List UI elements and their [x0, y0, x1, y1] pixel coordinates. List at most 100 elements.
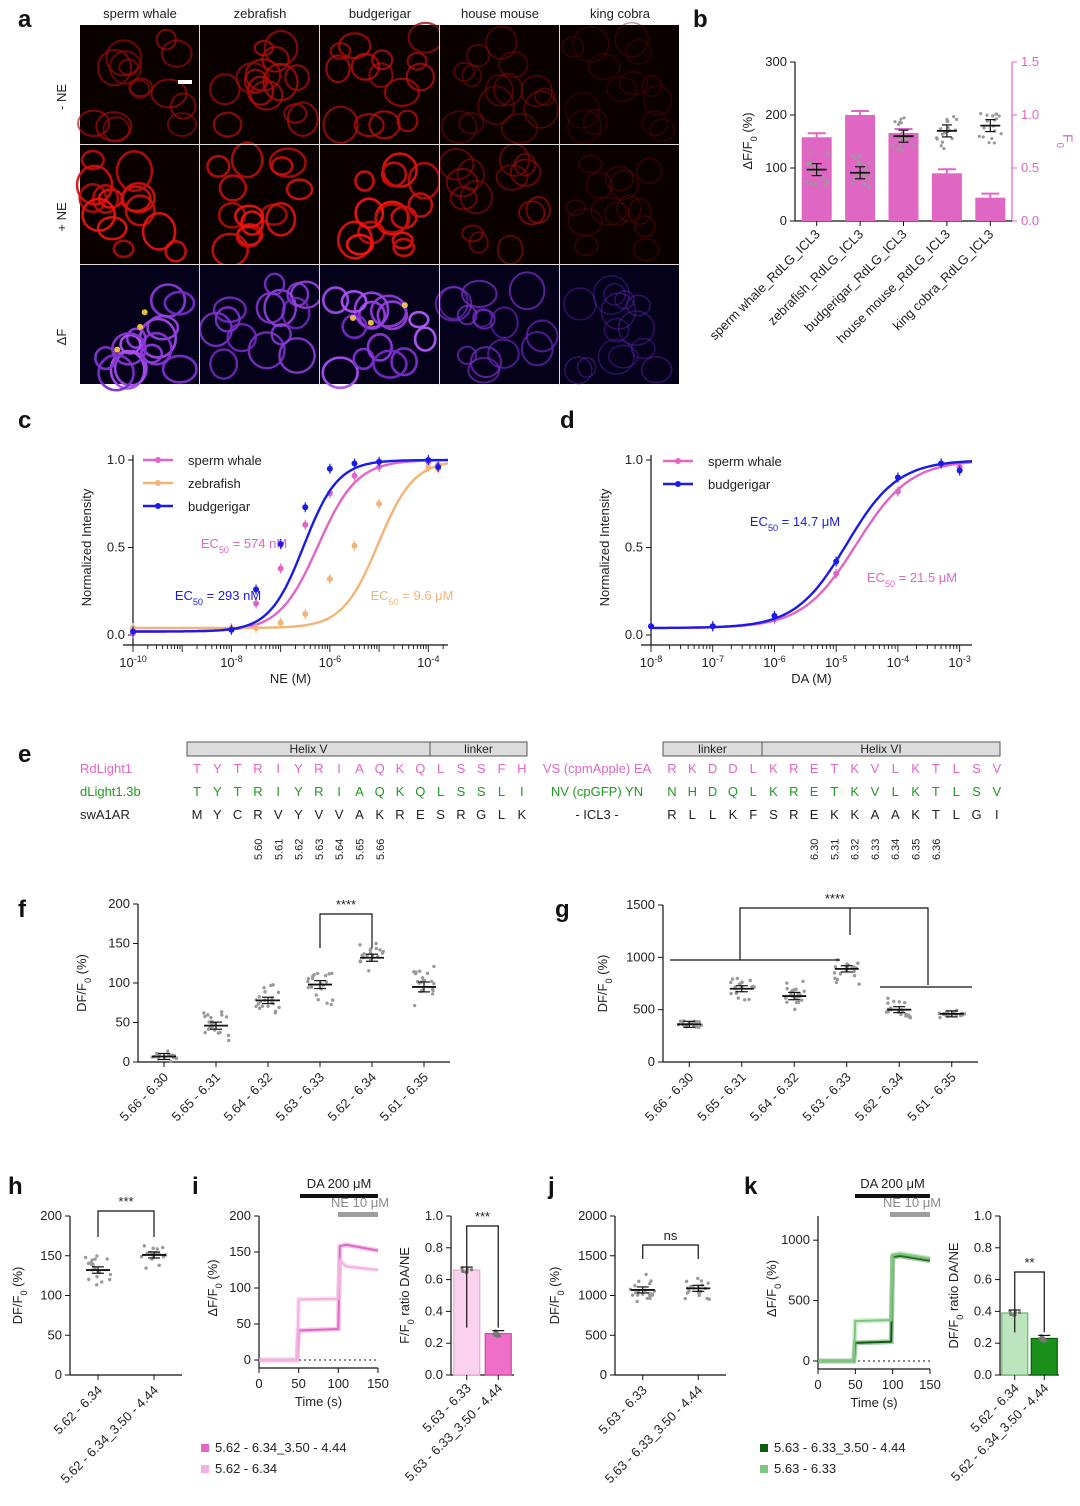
- data-point: [157, 1263, 161, 1268]
- significance-g-label: ****: [825, 891, 845, 906]
- y-tick-label: 0: [123, 1054, 130, 1069]
- data-point: [838, 972, 843, 976]
- residue: G: [476, 807, 486, 822]
- data-point: [886, 1010, 890, 1014]
- cell-outline: [169, 92, 197, 120]
- data-point: [323, 973, 328, 978]
- data-point: [161, 1245, 165, 1250]
- tspan: 0: [1055, 143, 1066, 149]
- data-point: [325, 1001, 329, 1005]
- data-point: [697, 1293, 701, 1298]
- y-tick-label: 0: [648, 1054, 655, 1069]
- data-point: [83, 1255, 88, 1260]
- x-tick-label: 10-5: [825, 654, 847, 670]
- data-point: [1038, 1337, 1042, 1341]
- data-point: [376, 500, 383, 507]
- tspan: 0: [556, 1290, 566, 1295]
- tspan: -7: [716, 654, 724, 664]
- segment-label: linker: [698, 742, 727, 756]
- data-point: [742, 998, 747, 1002]
- data-point: [832, 971, 837, 975]
- tspan: = 21.5 μM: [895, 570, 957, 585]
- data-point: [867, 160, 871, 165]
- tspan: F/: [397, 1332, 412, 1344]
- significance-i2-label: ***: [475, 1209, 490, 1224]
- residue: R: [789, 807, 798, 822]
- tspan: 50: [219, 545, 229, 555]
- legend-swatch: [760, 1444, 768, 1452]
- data-point: [329, 1002, 333, 1007]
- tspan: 10: [825, 655, 839, 670]
- y-tick-label: 0.5: [625, 540, 643, 555]
- residue: K: [911, 761, 920, 776]
- y-tick-label: 0: [780, 213, 787, 228]
- residue: T: [932, 761, 940, 776]
- micrograph-tile: [200, 25, 319, 144]
- residue: D: [708, 784, 717, 799]
- residue: A: [355, 761, 364, 776]
- data-point: [253, 600, 260, 607]
- residue: L: [892, 784, 899, 799]
- data-point: [902, 1000, 907, 1005]
- tspan: EC: [175, 588, 193, 603]
- data-point: [326, 576, 333, 582]
- data-point: [650, 1293, 655, 1297]
- data-point: [939, 127, 943, 131]
- cell-outline: [585, 171, 613, 200]
- cell-outline: [218, 174, 248, 202]
- y-tick-label-right: 0.5: [1021, 160, 1039, 175]
- residue: Q: [415, 761, 425, 776]
- data-point: [306, 979, 310, 984]
- cell-outline: [607, 344, 639, 369]
- data-point: [374, 941, 378, 946]
- data-point: [798, 992, 802, 996]
- x-tick-label: 50: [848, 1377, 862, 1392]
- cell-outline: [509, 158, 542, 187]
- residue: Q: [375, 761, 385, 776]
- data-point: [630, 1293, 635, 1297]
- data-point: [422, 978, 427, 983]
- y-tick-label: 2000: [578, 1208, 607, 1223]
- residue: V: [992, 784, 1001, 799]
- data-point: [729, 980, 733, 985]
- cell-outline: [563, 287, 597, 321]
- data-point: [796, 1000, 801, 1004]
- hotspot: [401, 302, 408, 309]
- data-point: [886, 996, 890, 1000]
- residue: V: [871, 784, 880, 799]
- y-tick-label: 1.0: [107, 452, 125, 467]
- cell-outline: [606, 76, 638, 102]
- residue: N: [667, 784, 676, 799]
- stimulus-label-ne: NE 10 μM: [883, 1195, 941, 1210]
- residue: S: [457, 761, 466, 776]
- data-point: [892, 999, 896, 1004]
- data-point: [228, 626, 235, 633]
- legend-marker: [155, 457, 161, 463]
- cell-outline: [341, 313, 368, 340]
- cell-outline: [369, 294, 408, 328]
- data-point: [130, 628, 136, 635]
- cell-outline: [329, 42, 352, 60]
- tspan: DF/: [10, 1303, 25, 1324]
- data-point: [697, 1025, 701, 1029]
- tspan: (%): [74, 954, 89, 978]
- data-point: [955, 117, 959, 121]
- panel-label-g: g: [555, 896, 570, 923]
- data-point: [108, 1272, 113, 1277]
- cell-outline: [487, 338, 520, 369]
- cell-outline: [523, 90, 559, 129]
- cell-outline: [618, 71, 649, 96]
- tspan: ΔF/: [764, 1296, 779, 1317]
- data-point: [864, 168, 868, 172]
- x-tick-label: 10-7: [701, 654, 723, 670]
- residue: E: [810, 784, 819, 799]
- cell-outline: [495, 164, 529, 191]
- data-point: [174, 1056, 178, 1061]
- y-tick-label: 150: [108, 936, 130, 951]
- tspan: -8: [235, 654, 243, 664]
- residue: K: [850, 807, 859, 822]
- y-axis-label: F/F0 ratio DA/NE: [397, 1247, 416, 1344]
- tspan: F: [946, 1320, 961, 1328]
- data-point: [412, 1003, 417, 1008]
